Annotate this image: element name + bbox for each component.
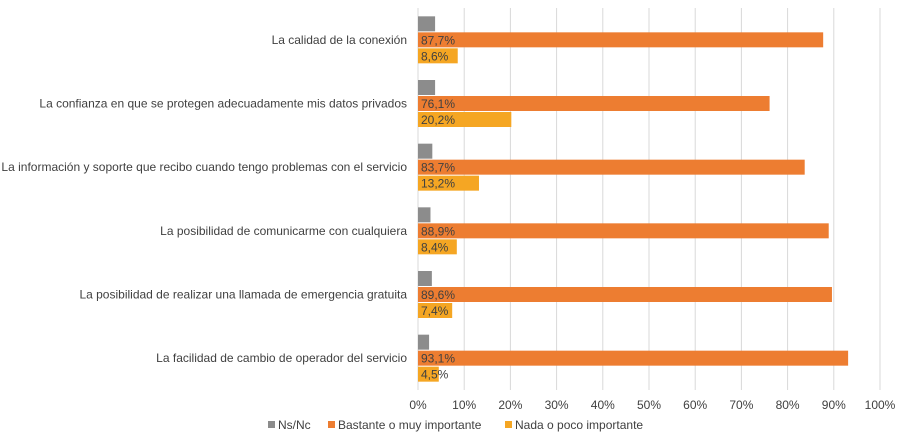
x-tick-label: 80% xyxy=(776,398,800,412)
bar xyxy=(418,366,439,382)
x-tick-label: 0% xyxy=(409,398,427,412)
x-tick-label: 50% xyxy=(637,398,661,412)
bar xyxy=(418,239,457,255)
bar xyxy=(418,96,770,111)
legend-swatch xyxy=(328,421,335,428)
bar xyxy=(418,143,433,159)
bar xyxy=(418,223,829,239)
bar xyxy=(418,32,824,48)
data-label: 93,1% xyxy=(421,352,455,366)
bar xyxy=(418,16,436,32)
legend-label: Nada o poco importante xyxy=(515,418,643,432)
bar xyxy=(418,207,431,223)
data-label: 76,1% xyxy=(421,97,455,111)
data-labels: 87,7% 8,6% 76,1% 20,2% 83,7% 13,2% 88,9% 8,4% 89… xyxy=(421,33,455,381)
x-tick-label: 30% xyxy=(545,398,569,412)
category-label: La calidad de la conexión xyxy=(272,33,407,47)
bar xyxy=(418,80,436,95)
bar xyxy=(418,48,458,64)
category-label: La posibilidad de comunicarme con cualqu… xyxy=(160,224,407,238)
x-axis-ticks: 0% 10% 20% 30% 40% 50% 60% 70% 80% 90% 100% xyxy=(409,398,895,412)
bars xyxy=(418,16,849,382)
data-label: 13,2% xyxy=(421,177,455,191)
category-label: La confianza en que se protegen adecuada… xyxy=(39,97,407,111)
x-tick-label: 60% xyxy=(683,398,707,412)
bar xyxy=(418,287,832,302)
data-label: 83,7% xyxy=(421,161,455,175)
category-labels: La calidad de la conexión La confianza en… xyxy=(1,33,407,365)
legend-label: Ns/Nc xyxy=(278,418,311,432)
legend-label: Bastante o muy importante xyxy=(338,418,482,432)
category-label: La facilidad de cambio de operador del s… xyxy=(156,351,407,365)
data-label: 87,7% xyxy=(421,33,455,47)
bar xyxy=(418,159,805,175)
data-label: 7,4% xyxy=(421,304,449,318)
bar xyxy=(418,271,432,286)
category-label: La información y soporte que recibo cuan… xyxy=(1,160,407,174)
data-label: 8,4% xyxy=(421,240,449,254)
legend-swatch xyxy=(268,421,275,428)
data-label: 88,9% xyxy=(421,224,455,238)
x-tick-label: 20% xyxy=(498,398,522,412)
legend-swatch xyxy=(505,421,512,428)
data-label: 20,2% xyxy=(421,113,455,127)
data-label: 4,5% xyxy=(421,368,449,382)
bar xyxy=(418,334,430,350)
bar xyxy=(418,175,479,191)
x-tick-label: 90% xyxy=(822,398,846,412)
x-tick-label: 100% xyxy=(865,398,896,412)
data-label: 89,6% xyxy=(421,288,455,302)
legend: Ns/Nc Bastante o muy importante Nada o poc… xyxy=(268,418,643,432)
bar xyxy=(418,303,453,318)
x-tick-label: 70% xyxy=(729,398,753,412)
data-label: 8,6% xyxy=(421,49,449,63)
bar xyxy=(418,350,849,366)
x-tick-label: 40% xyxy=(591,398,615,412)
gridlines xyxy=(417,8,881,390)
category-label: La posibilidad de realizar una llamada d… xyxy=(79,288,407,302)
bar xyxy=(418,112,512,127)
x-tick-label: 10% xyxy=(452,398,476,412)
